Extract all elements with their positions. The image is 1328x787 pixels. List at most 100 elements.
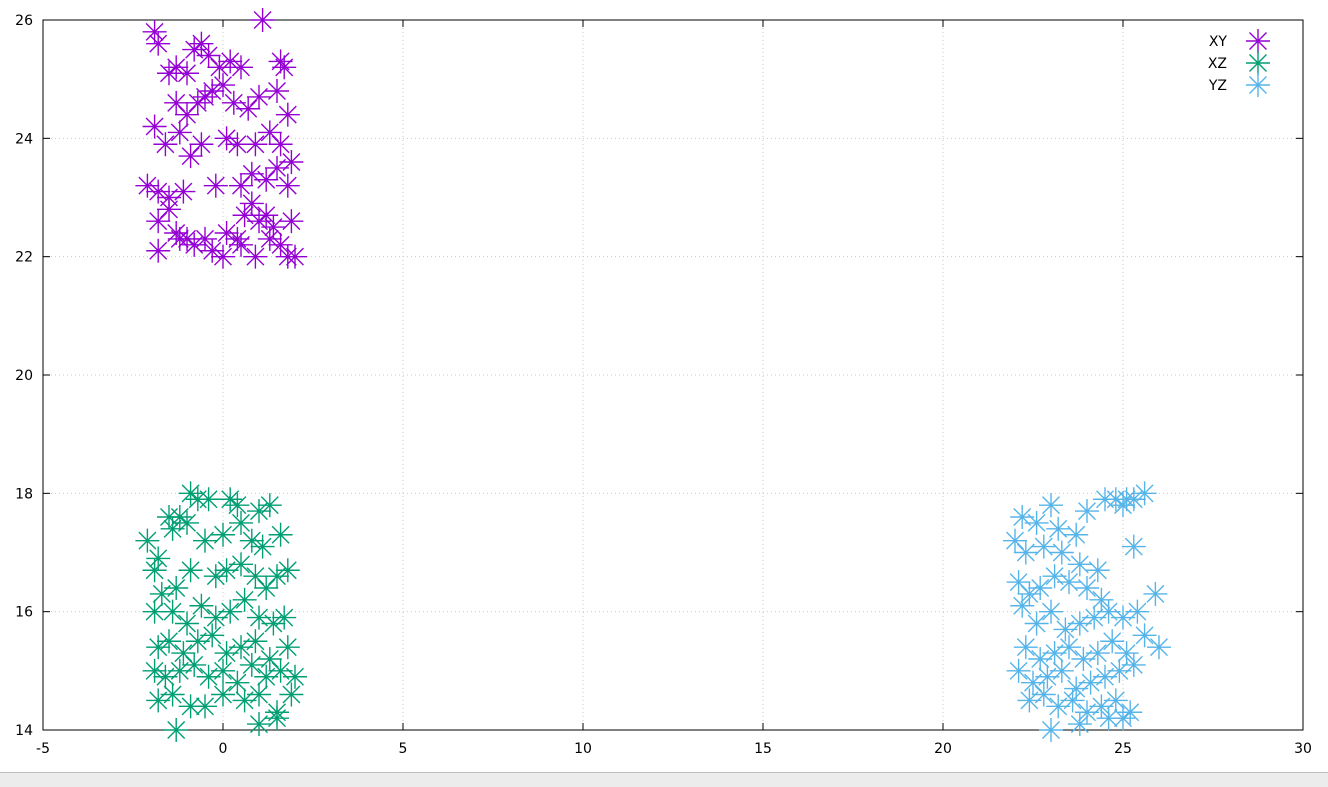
data-point-xy (257, 226, 282, 251)
data-point-yz (1118, 700, 1143, 725)
x-tick-label: 30 (1294, 741, 1312, 757)
data-point-xz (229, 510, 253, 535)
data-point-yz (1028, 576, 1053, 600)
data-point-xy (229, 55, 253, 80)
data-point-xy (157, 197, 181, 222)
data-point-yz (1114, 641, 1139, 666)
data-point-xz (257, 493, 282, 518)
legend-label-yz: YZ (1208, 78, 1227, 94)
x-tick-label: 15 (754, 741, 772, 757)
data-point-xy (211, 73, 235, 98)
data-point-xy (247, 84, 271, 109)
series-xy (135, 8, 307, 269)
data-point-xz (160, 599, 185, 624)
data-point-xy (146, 179, 171, 204)
data-point-xz (275, 558, 300, 583)
data-point-xy (243, 132, 268, 157)
data-point-xz (189, 593, 214, 618)
data-point-xy (142, 19, 167, 44)
data-point-xz (283, 664, 307, 689)
data-point-yz (1049, 658, 1074, 683)
data-point-yz (1031, 534, 1056, 559)
data-point-xz (250, 534, 275, 559)
data-point-xy (261, 215, 286, 240)
data-point-xy (265, 155, 289, 180)
data-point-xy (175, 102, 199, 127)
data-point-xy (275, 102, 300, 127)
x-tick-label: 5 (399, 741, 408, 757)
data-point-yz (1085, 641, 1110, 666)
data-point-yz (1039, 718, 1063, 742)
data-point-yz (1100, 629, 1125, 654)
data-point-xy (250, 8, 275, 32)
data-point-yz (1089, 587, 1114, 612)
data-point-xz (279, 682, 304, 707)
data-point-xz (254, 576, 279, 600)
data-point-xz (193, 528, 217, 553)
data-point-xy (189, 31, 214, 56)
data-point-yz (1143, 581, 1168, 606)
data-point-xy (203, 173, 228, 198)
series-yz (1003, 481, 1171, 742)
y-tick-label: 22 (15, 250, 33, 266)
data-point-xy (146, 238, 171, 263)
data-point-yz (1067, 712, 1092, 737)
data-point-xy (167, 226, 192, 251)
data-point-yz (1121, 652, 1146, 677)
data-point-xz (229, 552, 253, 577)
data-point-yz (1064, 522, 1089, 547)
data-point-xy (146, 209, 171, 234)
data-point-xz (164, 576, 189, 600)
data-point-xy (142, 114, 167, 139)
data-point-xz (214, 558, 239, 583)
data-point-yz (1121, 534, 1146, 559)
data-point-xy (283, 244, 307, 269)
data-point-xy (254, 167, 279, 192)
data-point-xy (175, 61, 199, 86)
data-point-xy (153, 132, 178, 157)
data-point-xy (146, 31, 171, 56)
data-point-xz (247, 712, 271, 737)
data-point-xy (272, 55, 297, 80)
data-point-yz (1013, 540, 1038, 565)
data-point-xz (178, 694, 203, 719)
data-point-yz (1010, 593, 1035, 618)
data-point-xz (211, 682, 235, 707)
legend-marker-xz (1246, 51, 1270, 75)
data-point-yz (1057, 570, 1081, 595)
x-tick-label: 20 (934, 741, 952, 757)
data-point-xz (178, 558, 203, 583)
data-point-yz (1085, 558, 1110, 583)
data-point-yz (1075, 576, 1099, 600)
data-point-xz (164, 718, 189, 742)
data-point-xz (218, 599, 243, 624)
data-point-yz (1060, 688, 1085, 713)
data-point-xz (142, 558, 167, 583)
data-point-yz (1039, 599, 1063, 624)
data-point-xy (268, 132, 293, 157)
data-point-xy (189, 132, 214, 157)
data-point-xz (211, 522, 235, 547)
legend-marker-xy (1246, 29, 1270, 53)
data-point-xz (211, 658, 235, 683)
legend-marker-yz (1246, 73, 1270, 97)
data-point-xy (265, 79, 289, 103)
data-point-yz (1013, 635, 1038, 660)
data-point-yz (1031, 682, 1056, 707)
data-point-yz (1147, 635, 1171, 660)
grid-lines (43, 20, 1303, 730)
data-point-xy (196, 43, 221, 68)
data-point-yz (1057, 635, 1081, 660)
data-point-xz (247, 682, 271, 707)
data-point-yz (1024, 611, 1049, 636)
data-point-xy (239, 191, 264, 216)
data-point-yz (1003, 528, 1027, 553)
data-point-xz (272, 605, 297, 630)
data-points (135, 8, 1171, 742)
data-point-xy (185, 90, 210, 115)
data-point-xz (243, 629, 268, 654)
series-xz (135, 481, 307, 742)
data-point-yz (1125, 599, 1150, 624)
data-point-xy (279, 209, 304, 234)
